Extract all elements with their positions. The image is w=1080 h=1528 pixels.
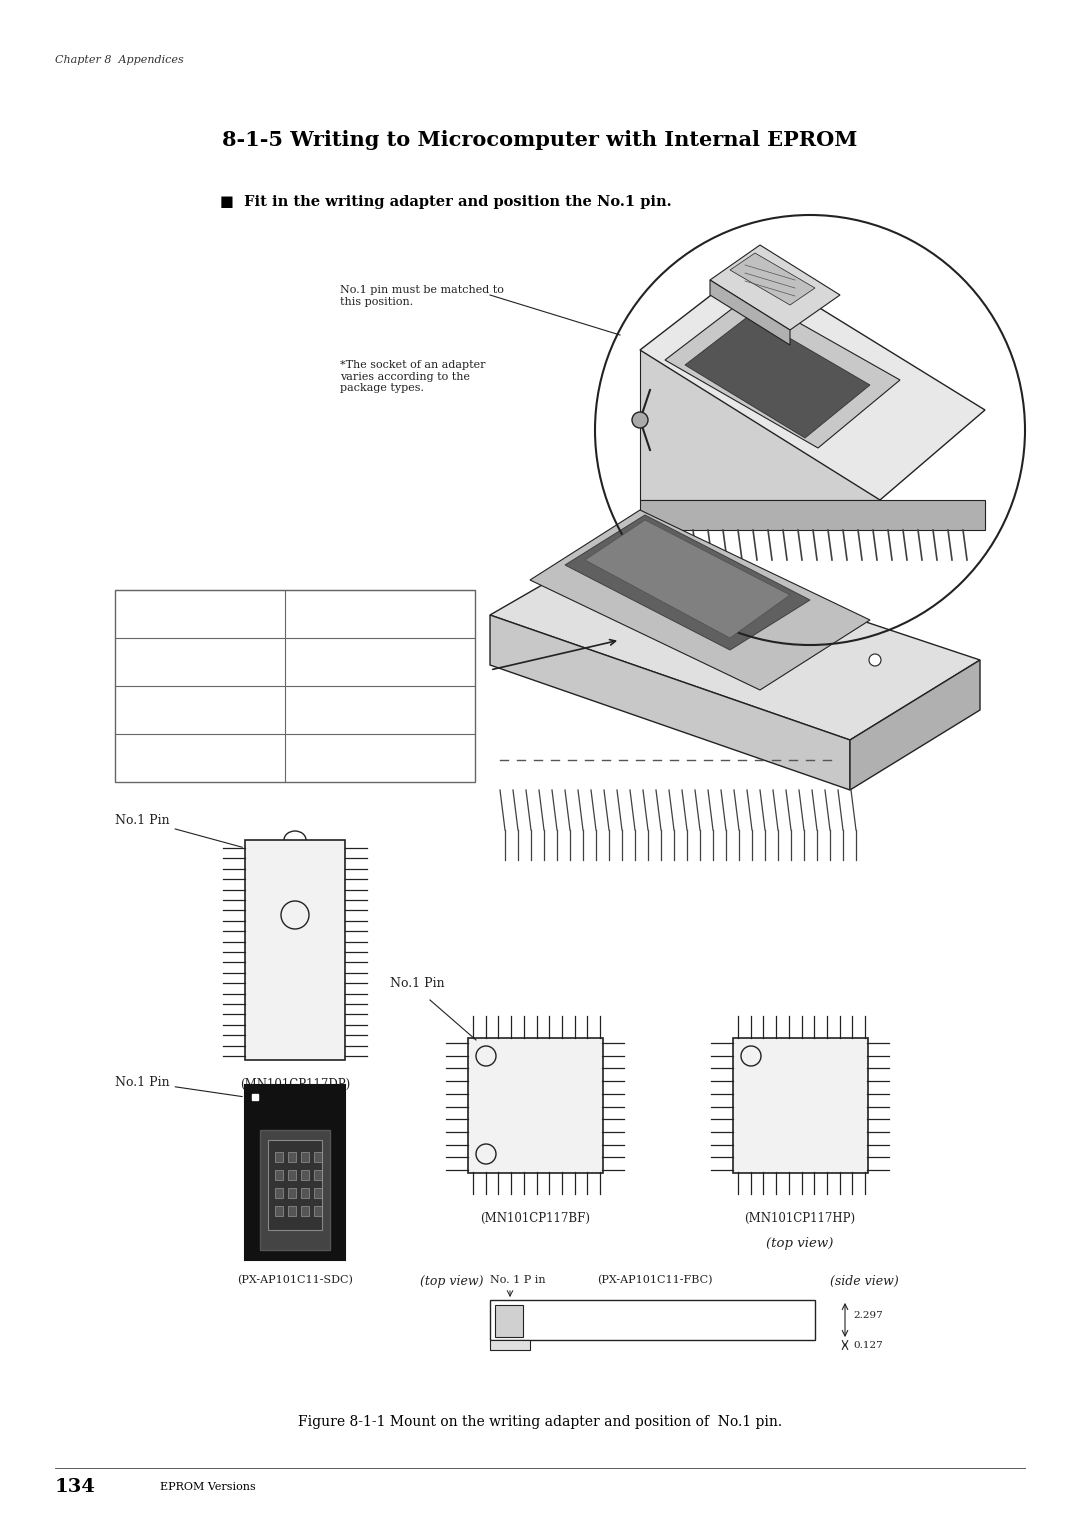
Polygon shape (640, 264, 985, 500)
Text: 44-QFP: 44-QFP (177, 703, 222, 717)
Polygon shape (490, 539, 980, 740)
FancyBboxPatch shape (268, 1140, 322, 1230)
Circle shape (869, 654, 881, 666)
FancyBboxPatch shape (275, 1206, 283, 1216)
Text: Product name: Product name (336, 608, 424, 620)
Polygon shape (490, 614, 850, 790)
FancyBboxPatch shape (301, 1187, 309, 1198)
Text: (MN101CP117HP): (MN101CP117HP) (744, 1212, 855, 1225)
Polygon shape (730, 254, 815, 306)
FancyBboxPatch shape (275, 1187, 283, 1198)
FancyBboxPatch shape (314, 1187, 322, 1198)
Polygon shape (565, 515, 810, 649)
Polygon shape (490, 1340, 530, 1351)
FancyBboxPatch shape (490, 1300, 815, 1340)
FancyBboxPatch shape (245, 1085, 345, 1261)
FancyBboxPatch shape (288, 1206, 296, 1216)
FancyBboxPatch shape (288, 1152, 296, 1161)
Polygon shape (640, 500, 985, 530)
Polygon shape (640, 348, 880, 500)
Polygon shape (665, 295, 900, 448)
FancyBboxPatch shape (260, 1131, 330, 1250)
FancyBboxPatch shape (733, 1038, 868, 1174)
FancyBboxPatch shape (114, 590, 475, 782)
Text: 42-SDIP: 42-SDIP (175, 656, 225, 669)
Text: (MN101CP117BF): (MN101CP117BF) (480, 1212, 590, 1225)
Text: No.1 Pin: No.1 Pin (114, 813, 242, 847)
FancyBboxPatch shape (288, 1187, 296, 1198)
FancyBboxPatch shape (495, 1305, 523, 1337)
FancyBboxPatch shape (288, 1170, 296, 1180)
FancyBboxPatch shape (245, 840, 345, 1060)
Text: No.1 Pin: No.1 Pin (390, 976, 445, 990)
Text: No.1 pin must be matched to
this position.: No.1 pin must be matched to this positio… (340, 286, 504, 307)
Text: (PX-AP101C11-SDC): (PX-AP101C11-SDC) (238, 1274, 353, 1285)
Polygon shape (850, 660, 980, 790)
Polygon shape (530, 510, 870, 691)
FancyBboxPatch shape (275, 1152, 283, 1161)
Text: (side view): (side view) (831, 1274, 899, 1288)
Polygon shape (710, 244, 840, 330)
Text: ■  Fit in the writing adapter and position the No.1 pin.: ■ Fit in the writing adapter and positio… (220, 196, 672, 209)
FancyBboxPatch shape (314, 1152, 322, 1161)
Text: OTP42SD-101CP11: OTP42SD-101CP11 (321, 656, 440, 669)
Text: 2.297: 2.297 (853, 1311, 882, 1320)
Text: Package type: Package type (158, 608, 242, 620)
Polygon shape (585, 520, 789, 639)
Text: (top view): (top view) (420, 1274, 484, 1288)
Text: 134: 134 (55, 1478, 96, 1496)
Text: Figure 8-1-1 Mount on the writing adapter and position of  No.1 pin.: Figure 8-1-1 Mount on the writing adapte… (298, 1415, 782, 1429)
FancyBboxPatch shape (314, 1170, 322, 1180)
Text: No. 1 P in: No. 1 P in (490, 1274, 545, 1285)
Text: No.1 Pin: No.1 Pin (114, 1076, 242, 1097)
FancyBboxPatch shape (301, 1152, 309, 1161)
Text: 0.127: 0.127 (853, 1340, 882, 1349)
Text: Chapter 8  Appendices: Chapter 8 Appendices (55, 55, 184, 66)
Polygon shape (710, 280, 789, 345)
Text: EPROM Versions: EPROM Versions (160, 1482, 256, 1491)
Text: *The socket of an adapter
varies according to the
package types.: *The socket of an adapter varies accordi… (340, 361, 486, 393)
FancyBboxPatch shape (301, 1170, 309, 1180)
FancyBboxPatch shape (275, 1170, 283, 1180)
Text: (PX-AP101C11-FBC): (PX-AP101C11-FBC) (597, 1274, 713, 1285)
FancyBboxPatch shape (468, 1038, 603, 1174)
FancyBboxPatch shape (314, 1206, 322, 1216)
Text: OTP48FH7-101CP11: OTP48FH7-101CP11 (318, 752, 443, 764)
Circle shape (632, 413, 648, 428)
Text: OTP44QF14-101CP11: OTP44QF14-101CP11 (313, 703, 447, 717)
Text: 8-1-5 Writing to Microcomputer with Internal EPROM: 8-1-5 Writing to Microcomputer with Inte… (222, 130, 858, 150)
Polygon shape (685, 315, 870, 439)
Text: 48-QFH: 48-QFH (176, 752, 224, 764)
FancyBboxPatch shape (301, 1206, 309, 1216)
Text: (MN101CP117DP): (MN101CP117DP) (240, 1077, 350, 1091)
Text: (top view): (top view) (767, 1238, 834, 1250)
